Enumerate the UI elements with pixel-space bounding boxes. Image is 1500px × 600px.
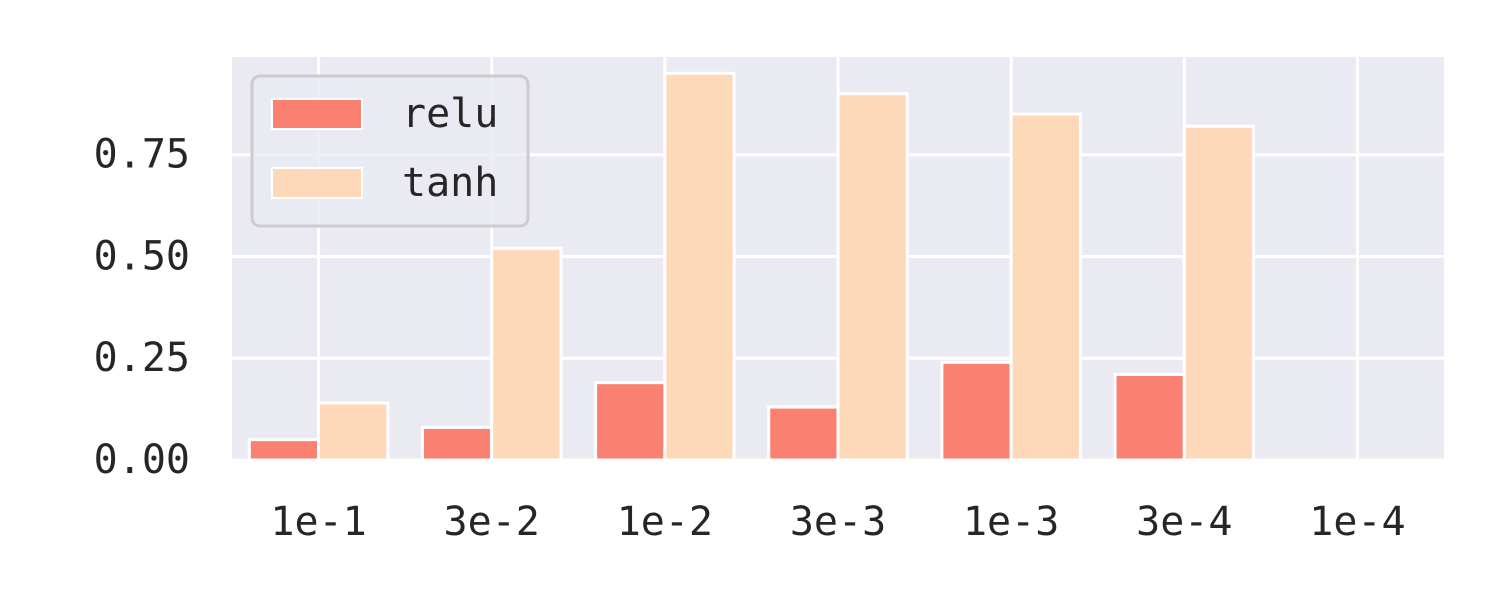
legend-swatch-tanh [271, 167, 363, 199]
bar-relu-0 [247, 438, 321, 462]
x-tick-label: 1e-3 [963, 499, 1059, 545]
bar-tanh-0 [317, 401, 390, 462]
x-tick-label: 1e-4 [1309, 499, 1405, 545]
bar-tanh-3 [836, 92, 909, 462]
legend-swatch-relu [271, 98, 363, 130]
bar-relu-2 [594, 381, 667, 462]
bar-relu-1 [420, 425, 494, 462]
legend-label-relu: relu [402, 91, 498, 137]
legend: relu tanh [250, 74, 530, 228]
bars [247, 71, 1256, 462]
x-tick-label: 1e-2 [617, 499, 713, 545]
x-axis-ticks: 1e-1 3e-2 1e-2 3e-3 1e-3 3e-4 1e-4 [270, 499, 1405, 545]
x-tick-label: 3e-3 [790, 499, 886, 545]
bar-relu-3 [767, 405, 840, 462]
y-tick-label: 0.75 [94, 132, 190, 178]
y-axis-ticks: 0.00 0.25 0.50 0.75 [94, 132, 190, 483]
y-tick-label: 0.25 [94, 335, 190, 381]
x-tick-label: 1e-1 [270, 499, 366, 545]
y-tick-label: 0.50 [94, 233, 190, 279]
bar-tanh-2 [663, 71, 736, 462]
bar-tanh-5 [1182, 124, 1256, 462]
x-tick-label: 3e-4 [1136, 499, 1232, 545]
bar-relu-5 [1113, 373, 1186, 462]
bar-tanh-1 [490, 246, 563, 462]
bar-tanh-4 [1009, 112, 1082, 462]
legend-label-tanh: tanh [402, 160, 498, 206]
y-tick-label: 0.00 [94, 437, 190, 483]
bar-relu-4 [940, 360, 1013, 462]
x-tick-label: 3e-2 [444, 499, 540, 545]
